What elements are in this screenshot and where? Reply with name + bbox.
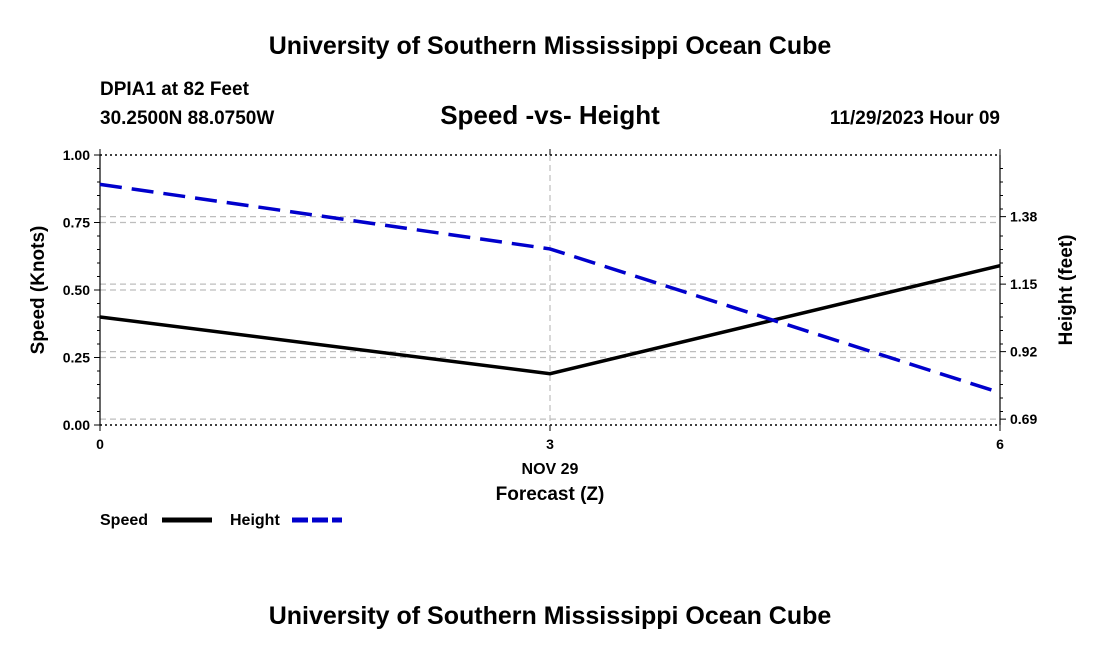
grid-lines (100, 155, 1000, 425)
page-title: University of Southern Mississippi Ocean… (269, 32, 832, 60)
y2-tick-label: 0.92 (1010, 344, 1037, 360)
y2-axis-label: Height (feet) (1056, 235, 1077, 346)
x-tick-label: 3 (546, 436, 554, 452)
axes: 0.00 0.25 0.50 0.75 1.00 0.69 0.92 1.15 1.38 0 3 6 (63, 147, 1038, 452)
y-tick-label: 0.00 (63, 417, 90, 433)
legend-label-height: Height (230, 512, 280, 529)
footer-title: University of Southern Mississippi Ocean… (269, 602, 832, 630)
x-tick-label: 0 (96, 436, 104, 452)
forecast-datetime: 11/29/2023 Hour 09 (830, 108, 1000, 129)
y2-tick-label: 1.15 (1010, 276, 1037, 292)
x-axis-label: Forecast (Z) (496, 484, 605, 505)
x-date-label: NOV 29 (522, 461, 579, 478)
y-tick-label: 0.50 (63, 282, 90, 298)
legend-label-speed: Speed (100, 512, 148, 529)
y-tick-label: 0.75 (63, 215, 90, 231)
data-series (99, 182, 1001, 395)
y2-tick-label: 1.38 (1010, 209, 1037, 225)
y2-tick-label: 0.69 (1010, 411, 1037, 427)
y-axis-label: Speed (Knots) (28, 226, 49, 355)
y-tick-label: 1.00 (63, 147, 90, 163)
x-tick-label: 6 (996, 436, 1004, 452)
legend: Speed Height (100, 512, 342, 529)
station-label: DPIA1 at 82 Feet (100, 79, 250, 100)
y-tick-label: 0.25 (63, 350, 90, 366)
station-coordinates: 30.2500N 88.0750W (100, 108, 274, 129)
chart-title: Speed -vs- Height (440, 100, 660, 130)
